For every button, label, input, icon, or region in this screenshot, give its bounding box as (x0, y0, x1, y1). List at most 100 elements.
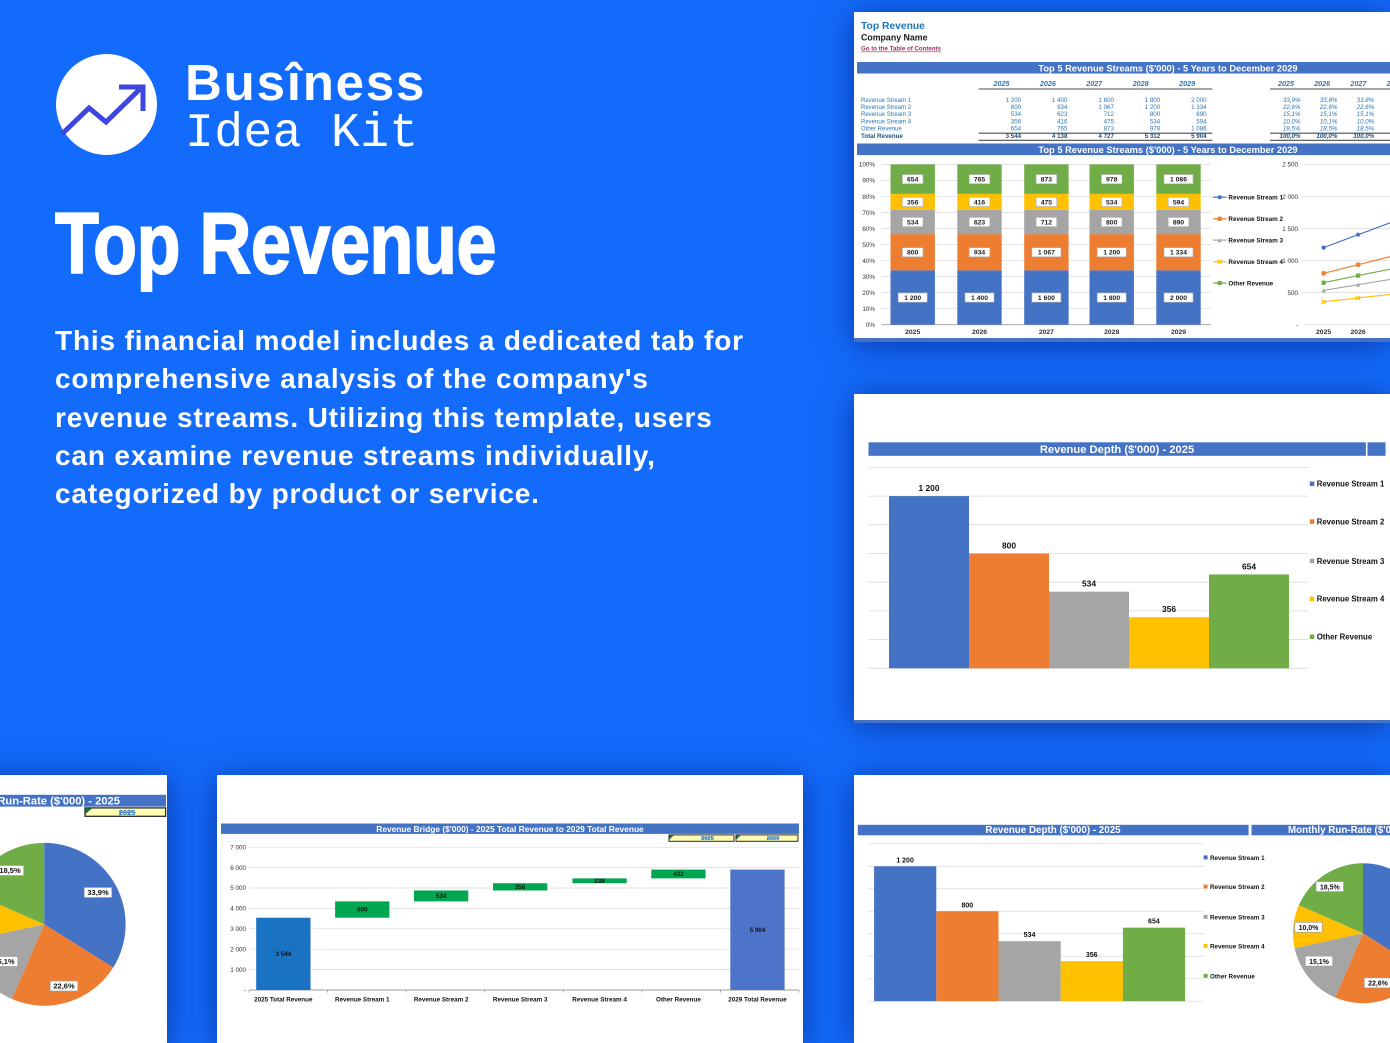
svg-text:0%: 0% (866, 322, 876, 329)
svg-text:800: 800 (1002, 541, 1016, 551)
svg-text:18,5%: 18,5% (1320, 884, 1341, 891)
svg-text:1 086: 1 086 (1191, 126, 1207, 133)
svg-text:Other Revenue: Other Revenue (1210, 974, 1255, 981)
svg-text:4 000: 4 000 (230, 906, 246, 913)
svg-text:2027: 2027 (1349, 79, 1367, 88)
svg-text:Revenue Stream 1: Revenue Stream 1 (1317, 480, 1385, 489)
svg-text:5 312: 5 312 (1145, 133, 1161, 140)
svg-text:22,6%: 22,6% (1368, 981, 1389, 988)
svg-text:2025: 2025 (1277, 79, 1295, 88)
svg-text:18,5%: 18,5% (0, 866, 21, 875)
svg-text:1 000: 1 000 (230, 967, 246, 974)
svg-text:2025 Total Revenue: 2025 Total Revenue (254, 996, 313, 1003)
svg-text:1 067: 1 067 (1098, 104, 1114, 111)
svg-text:50%: 50% (862, 242, 875, 249)
svg-text:20%: 20% (862, 290, 875, 297)
svg-text:416: 416 (974, 199, 986, 206)
svg-text:Revenue Stream 4: Revenue Stream 4 (1317, 595, 1385, 604)
svg-text:100,0%: 100,0% (1280, 133, 1301, 140)
svg-text:Revenue Stream 3: Revenue Stream 3 (1210, 915, 1265, 922)
svg-text:22,6%: 22,6% (53, 982, 75, 991)
svg-text:873: 873 (1041, 177, 1053, 184)
svg-text:238: 238 (594, 878, 605, 885)
svg-text:1 500: 1 500 (1282, 226, 1298, 233)
svg-text:800: 800 (1150, 111, 1161, 118)
svg-text:890: 890 (1173, 220, 1185, 227)
svg-text:1 334: 1 334 (1170, 250, 1187, 257)
svg-text:Go to the Table of Contents: Go to the Table of Contents (861, 46, 942, 53)
svg-text:10,0%: 10,0% (1299, 925, 1320, 932)
svg-text:22,6%: 22,6% (1319, 104, 1338, 111)
svg-text:Revenue Stream 3: Revenue Stream 3 (861, 112, 912, 118)
svg-text:623: 623 (1057, 111, 1068, 118)
svg-text:534: 534 (1106, 199, 1118, 206)
svg-text:800: 800 (961, 902, 973, 909)
svg-text:873: 873 (1104, 126, 1115, 133)
svg-text:765: 765 (974, 177, 986, 184)
svg-text:Revenue Stream 2: Revenue Stream 2 (1210, 884, 1265, 891)
svg-text:100%: 100% (859, 162, 876, 169)
svg-text:6 000: 6 000 (230, 865, 246, 872)
svg-text:Company Name: Company Name (861, 33, 928, 43)
svg-text:800: 800 (357, 907, 368, 914)
svg-text:Other Revenue: Other Revenue (656, 996, 701, 1003)
svg-text:534: 534 (907, 220, 919, 227)
svg-text:534: 534 (1011, 111, 1022, 118)
svg-text:18,5%: 18,5% (1283, 126, 1301, 133)
svg-text:2 000: 2 000 (1282, 194, 1298, 201)
svg-text:22,6%: 22,6% (1282, 104, 1301, 111)
svg-text:2027: 2027 (1085, 79, 1103, 88)
svg-text:978: 978 (1106, 177, 1118, 184)
svg-text:Revenue Stream 2: Revenue Stream 2 (1317, 517, 1385, 526)
svg-text:475: 475 (1041, 199, 1053, 206)
svg-text:1 000: 1 000 (1282, 258, 1298, 265)
svg-text:4 138: 4 138 (1052, 133, 1068, 140)
svg-text:712: 712 (1041, 220, 1053, 227)
svg-text:934: 934 (974, 250, 986, 257)
svg-text:934: 934 (1057, 104, 1068, 111)
svg-text:60%: 60% (862, 226, 875, 233)
svg-text:Revenue Depth ($'000) - 2025: Revenue Depth ($'000) - 2025 (1040, 444, 1194, 456)
svg-text:7 000: 7 000 (230, 844, 246, 851)
svg-text:2026: 2026 (1351, 329, 1366, 336)
svg-text:4 727: 4 727 (1098, 133, 1114, 140)
svg-text:5 904: 5 904 (1191, 133, 1207, 140)
svg-text:33,9%: 33,9% (1283, 97, 1301, 104)
svg-text:800: 800 (1011, 104, 1022, 111)
svg-text:80%: 80% (862, 194, 875, 201)
svg-text:432: 432 (673, 871, 684, 878)
svg-text:Revenue Stream 4: Revenue Stream 4 (1228, 259, 1283, 266)
svg-text:800: 800 (1106, 220, 1118, 227)
svg-text:1 200: 1 200 (919, 483, 940, 493)
svg-text:2028: 2028 (1386, 79, 1390, 88)
svg-text:Top 5 Revenue Streams ($'000): Top 5 Revenue Streams ($'000) - 5 Years … (1038, 145, 1297, 155)
svg-text:2025: 2025 (701, 836, 713, 842)
svg-text:356: 356 (1011, 118, 1022, 125)
svg-text:2028: 2028 (1132, 79, 1149, 88)
svg-text:2028: 2028 (1104, 329, 1119, 336)
svg-text:10,1%: 10,1% (1320, 118, 1338, 125)
svg-text:5 000: 5 000 (230, 885, 246, 892)
svg-text:Revenue Stream 3: Revenue Stream 3 (1317, 557, 1385, 566)
svg-text:33,9%: 33,9% (87, 888, 109, 897)
svg-text:534: 534 (1150, 118, 1161, 125)
svg-text:Revenue Stream 1: Revenue Stream 1 (335, 996, 390, 1003)
svg-text:1 334: 1 334 (1191, 104, 1207, 111)
svg-text:15,1%: 15,1% (1309, 959, 1330, 966)
svg-text:2 000: 2 000 (230, 946, 246, 953)
svg-text:Total Revenue: Total Revenue (861, 133, 903, 140)
svg-text:Revenue Bridge ($'000) - 2025: Revenue Bridge ($'000) - 2025 Total Reve… (376, 824, 644, 834)
svg-text:Monthly Run-Rate ($'000: Monthly Run-Rate ($'000 (1288, 825, 1390, 836)
svg-text:2026: 2026 (1039, 79, 1057, 88)
svg-text:15,1%: 15,1% (0, 957, 15, 966)
svg-text:2 500: 2 500 (1282, 162, 1298, 169)
svg-text:90%: 90% (862, 178, 875, 185)
svg-text:Top Revenue: Top Revenue (861, 21, 925, 32)
svg-text:2029: 2029 (1178, 79, 1195, 88)
svg-text:534: 534 (1024, 932, 1036, 939)
svg-text:2025: 2025 (1316, 329, 1331, 336)
svg-text:765: 765 (1057, 126, 1068, 133)
svg-text:Other Revenue: Other Revenue (861, 127, 902, 133)
svg-text:-: - (1296, 322, 1298, 329)
svg-text:1 800: 1 800 (1145, 97, 1161, 104)
